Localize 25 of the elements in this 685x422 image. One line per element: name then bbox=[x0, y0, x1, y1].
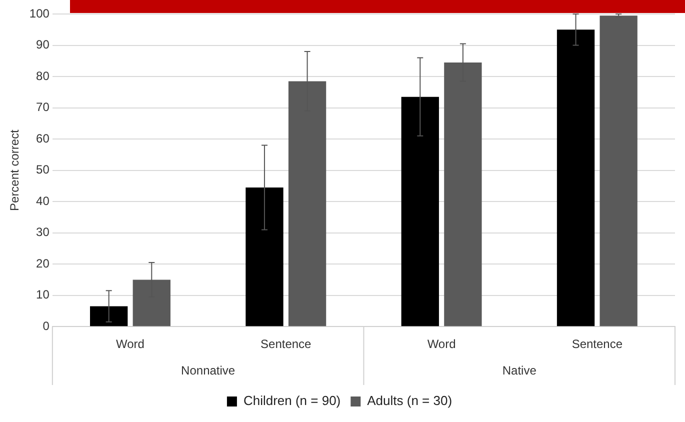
text: Nonnative bbox=[181, 363, 236, 378]
bar bbox=[246, 187, 284, 326]
x-tick-label: Sentence bbox=[260, 337, 312, 352]
legend-label: Children (n = 90) bbox=[243, 393, 341, 408]
y-tick-label: 50 bbox=[36, 162, 50, 177]
text: Native bbox=[502, 363, 537, 378]
y-tick-label: 30 bbox=[36, 225, 50, 240]
y-tick-label: 80 bbox=[36, 68, 50, 83]
legend-label: Adults (n = 30) bbox=[367, 393, 452, 408]
bar bbox=[401, 96, 439, 326]
y-tick-label: 70 bbox=[36, 100, 50, 114]
bar bbox=[556, 30, 595, 326]
x-tick-label: Word bbox=[116, 337, 144, 352]
y-tick-label: 20 bbox=[36, 256, 50, 270]
bar bbox=[600, 16, 638, 326]
bar bbox=[90, 306, 128, 326]
y-tick-label: 100 bbox=[29, 6, 50, 20]
x-tick-label: Sentence bbox=[572, 337, 623, 352]
y-tick-label: 90 bbox=[36, 38, 50, 52]
y-axis-title: Percent correct bbox=[8, 128, 22, 211]
y-tick-label: 0 bbox=[42, 318, 50, 333]
x-tick-label: Word bbox=[427, 337, 456, 352]
y-tick-label: 10 bbox=[36, 288, 50, 302]
y-tick-label: 40 bbox=[36, 194, 50, 208]
y-tick-label: 60 bbox=[36, 131, 50, 146]
